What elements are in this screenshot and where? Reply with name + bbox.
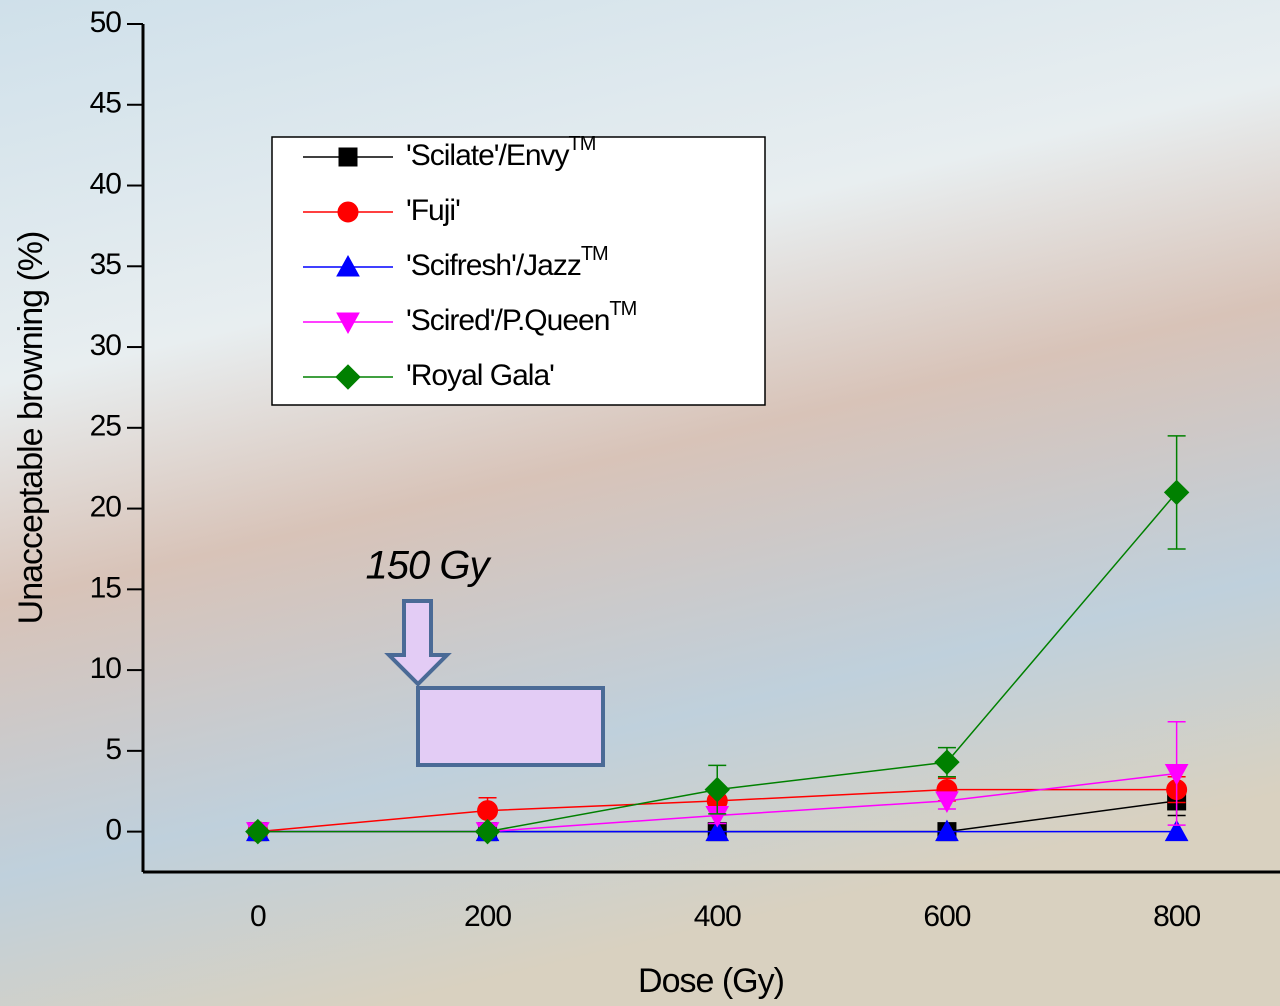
- y-axis-title: Unacceptable browning (%): [12, 232, 50, 625]
- y-tick-label: 25: [90, 410, 122, 443]
- marker: [478, 801, 498, 821]
- annotation-box: [418, 688, 603, 765]
- x-tick-label: 600: [923, 900, 970, 933]
- legend-name: 'Royal Gala': [406, 359, 554, 392]
- x-tick-label: 0: [250, 900, 266, 933]
- legend-superscript: TM: [569, 133, 596, 155]
- chart: 0 5 10 15 20 25 30 35 40 45 50 0 200 400 600 800 Dose (…: [0, 0, 1280, 1006]
- legend-name: 'Scired'/P.Queen: [406, 304, 609, 337]
- y-tick-label: 40: [90, 167, 122, 200]
- y-tick-label: 0: [105, 814, 121, 847]
- legend-name: 'Scifresh'/Jazz: [406, 249, 581, 282]
- y-tick-label: 5: [105, 733, 121, 766]
- x-axis-title: Dose (Gy): [638, 962, 784, 1000]
- legend-label: 'Royal Gala': [406, 359, 554, 392]
- x-tick-label: 800: [1153, 900, 1200, 933]
- legend-label: 'Scifresh'/JazzTM: [406, 243, 608, 282]
- y-tick-label: 15: [90, 571, 122, 604]
- y-tick-label: 45: [90, 87, 122, 120]
- y-tick-label: 35: [90, 248, 122, 281]
- legend-label: 'Scilate'/EnvyTM: [406, 133, 596, 172]
- marker: [339, 148, 357, 166]
- x-tick-label: 400: [694, 900, 741, 933]
- annotation: 150 Gy: [366, 544, 493, 588]
- x-tick-label: 200: [464, 900, 511, 933]
- legend-label: 'Fuji': [406, 194, 460, 227]
- legend-label: 'Scired'/P.QueenTM: [406, 298, 637, 337]
- y-tick-label: 10: [90, 652, 122, 685]
- legend-superscript: TM: [609, 298, 636, 320]
- legend-name: 'Scilate'/Envy: [406, 139, 570, 172]
- legend-superscript: TM: [581, 243, 608, 265]
- y-tick-label: 50: [90, 6, 122, 39]
- y-tick-label: 30: [90, 329, 122, 362]
- marker: [338, 202, 358, 222]
- y-tick-label: 20: [90, 490, 122, 523]
- legend-name: 'Fuji': [406, 194, 460, 227]
